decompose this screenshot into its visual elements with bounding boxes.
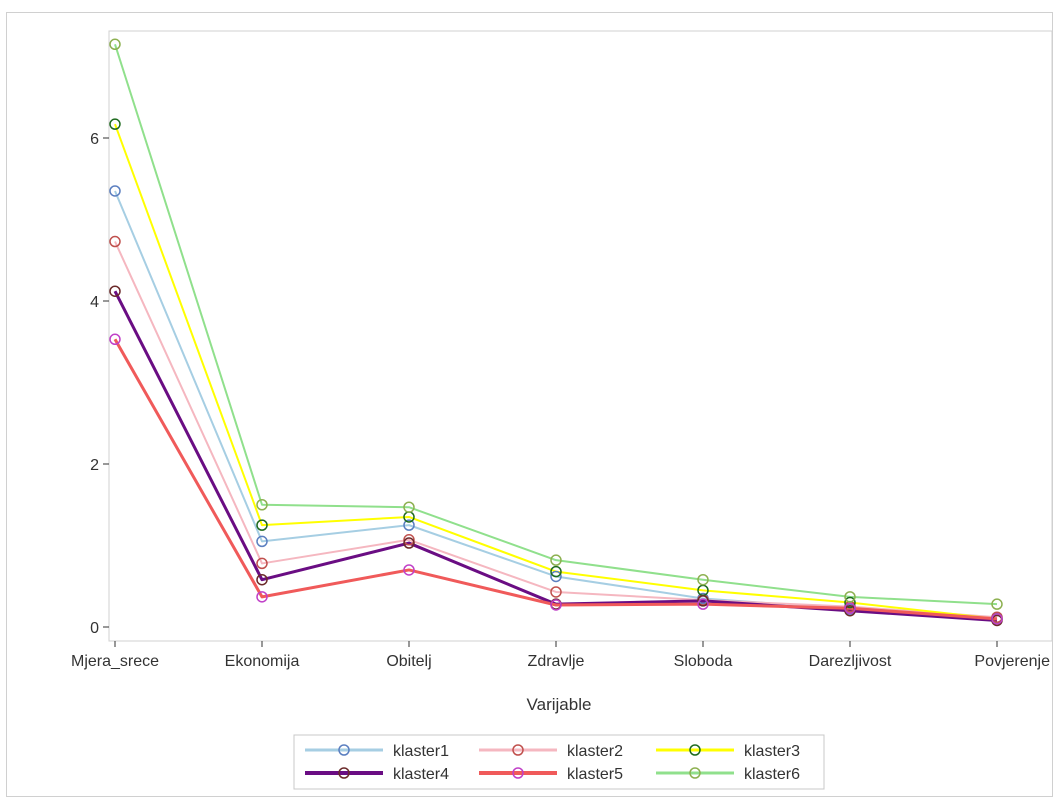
x-tick-label: Zdravlje xyxy=(528,653,585,670)
data-point-klaster3 xyxy=(256,519,268,531)
series-line-klaster6 xyxy=(114,43,998,606)
legend-label-klaster2: klaster2 xyxy=(567,743,623,760)
legend-label-klaster4: klaster4 xyxy=(393,766,449,783)
plot-area xyxy=(108,30,1052,642)
data-point-klaster3 xyxy=(109,118,121,130)
y-tick-label: 6 xyxy=(90,131,99,148)
legend-label-klaster5: klaster5 xyxy=(567,766,623,783)
data-point-klaster3 xyxy=(550,565,562,578)
x-tick-label: Ekonomija xyxy=(225,653,300,670)
data-point-klaster1 xyxy=(403,519,415,531)
data-point-klaster6 xyxy=(109,38,121,51)
y-tick-label: 4 xyxy=(90,294,99,311)
data-point-klaster1 xyxy=(109,185,121,197)
data-point-klaster5 xyxy=(550,599,562,611)
series-line-klaster3 xyxy=(114,123,998,620)
data-point-klaster2 xyxy=(550,586,562,598)
data-point-klaster6 xyxy=(403,501,415,513)
x-tick-label: Mjera_srece xyxy=(71,653,159,670)
legend-swatch-marker xyxy=(512,767,524,779)
x-tick-label: Darezljivost xyxy=(809,653,892,670)
data-point-klaster6 xyxy=(256,499,268,511)
data-point-klaster3 xyxy=(844,596,856,609)
data-point-klaster6 xyxy=(697,573,709,586)
data-point-klaster5 xyxy=(109,333,121,346)
data-point-klaster1 xyxy=(256,535,268,548)
legend-label-klaster1: klaster1 xyxy=(393,743,449,760)
data-point-klaster5 xyxy=(991,613,1003,625)
data-point-klaster6 xyxy=(844,591,856,603)
y-tick-label: 2 xyxy=(90,457,99,474)
data-point-klaster4 xyxy=(109,285,121,297)
chart-frame: 0 2 4 6 Mjera_srece Ekonomija Obitelj Zdravlje… xyxy=(6,12,1053,797)
data-point-klaster6 xyxy=(991,598,1003,610)
data-point-klaster1 xyxy=(550,570,562,583)
x-axis-title: Varijable xyxy=(527,695,592,714)
legend-swatch-marker xyxy=(338,767,350,779)
legend-swatch-marker xyxy=(689,767,701,779)
data-point-klaster6 xyxy=(550,554,562,566)
legend-label-klaster6: klaster6 xyxy=(744,766,800,783)
x-tick-label: Sloboda xyxy=(674,653,733,670)
series-line-klaster2 xyxy=(114,241,998,619)
legend-label-klaster3: klaster3 xyxy=(744,743,800,760)
data-point-klaster5 xyxy=(844,602,856,615)
legend-swatch-marker xyxy=(338,744,350,756)
data-point-klaster4 xyxy=(256,573,268,586)
data-point-klaster2 xyxy=(256,557,268,570)
data-point-klaster5 xyxy=(403,564,415,576)
line-chart: 0 2 4 6 Mjera_srece Ekonomija Obitelj Zdravlje… xyxy=(71,30,1052,790)
legend-box xyxy=(293,734,825,790)
data-point-klaster4 xyxy=(403,537,415,549)
data-point-klaster5 xyxy=(256,591,268,603)
y-tick-label: 0 xyxy=(90,620,99,637)
x-tick-label: Obitelj xyxy=(386,653,431,670)
data-point-klaster5 xyxy=(697,598,709,610)
legend-swatch-marker xyxy=(512,744,524,756)
data-point-klaster4 xyxy=(697,595,709,607)
x-tick-label: Povjerenje xyxy=(974,653,1050,670)
data-point-klaster2 xyxy=(109,235,121,248)
legend-swatch-marker xyxy=(689,744,701,756)
data-point-klaster2 xyxy=(403,534,415,546)
